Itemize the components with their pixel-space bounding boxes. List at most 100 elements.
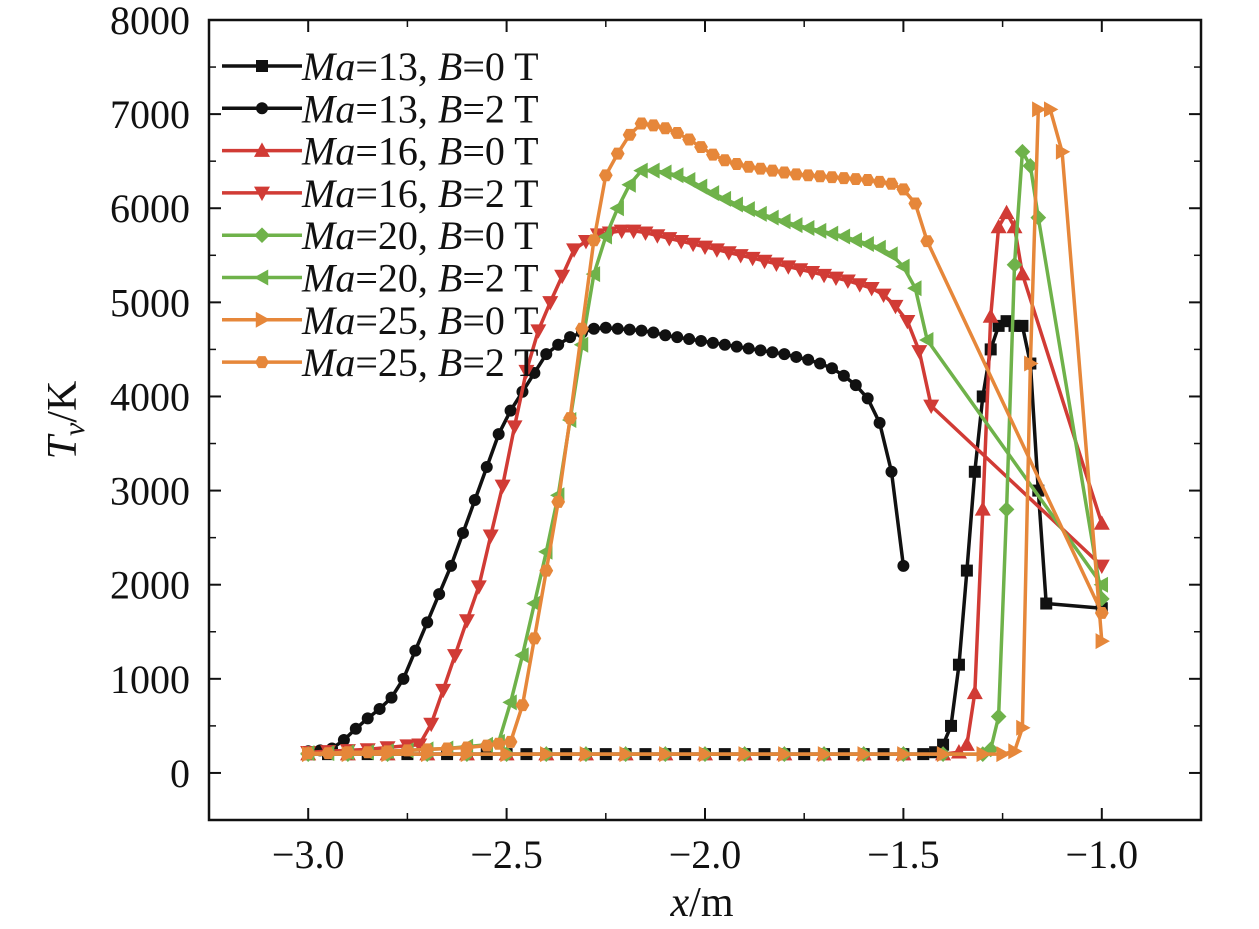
data-point <box>897 559 910 572</box>
data-point <box>837 369 850 382</box>
data-point <box>851 278 868 293</box>
data-point <box>811 222 827 239</box>
data-point <box>936 746 952 763</box>
y-tick-label: 8000 <box>110 0 190 43</box>
data-point <box>1006 218 1023 234</box>
data-point <box>634 117 649 130</box>
legend-swatch-marker <box>256 102 268 115</box>
data-point <box>585 266 601 283</box>
data-point <box>440 742 454 755</box>
data-point <box>741 160 756 173</box>
data-point <box>872 175 887 188</box>
data-point <box>460 741 474 754</box>
data-point <box>873 416 886 429</box>
legend-entry: Ma=13, B=2 T <box>222 86 539 131</box>
data-point <box>373 702 386 715</box>
data-point <box>982 308 999 323</box>
legend-label: Ma=20, B=2 T <box>301 256 539 301</box>
y-tick-label: 5000 <box>110 280 190 325</box>
data-point <box>613 224 630 240</box>
data-point <box>885 465 898 478</box>
data-point <box>974 501 991 516</box>
data-point <box>659 329 672 342</box>
data-point <box>766 346 779 359</box>
data-point <box>825 362 838 375</box>
data-point <box>433 588 446 601</box>
x-axis-label: x/m <box>670 880 734 926</box>
data-point <box>482 529 499 544</box>
data-point <box>551 495 566 508</box>
data-point <box>625 224 642 240</box>
legend-label: Ma=13, B=0 T <box>301 44 539 89</box>
series-8 <box>301 117 1109 760</box>
data-point <box>301 747 316 760</box>
data-point <box>480 461 493 474</box>
data-point <box>958 736 975 751</box>
legend-entry: Ma=16, B=2 T <box>222 171 539 216</box>
data-point <box>682 133 697 146</box>
data-point <box>754 344 767 357</box>
data-point <box>871 239 886 256</box>
legend-entry: Ma=25, B=2 T <box>222 340 539 385</box>
data-point <box>599 321 612 334</box>
legend-swatch-marker <box>253 269 269 286</box>
data-point <box>884 177 899 190</box>
y-tick-label: 4000 <box>110 374 190 419</box>
legend-swatch-marker <box>254 227 270 244</box>
data-point <box>1032 101 1047 118</box>
data-point <box>421 616 434 629</box>
data-point <box>515 699 530 712</box>
data-point <box>966 684 983 700</box>
data-point <box>670 126 685 139</box>
data-point <box>447 649 464 664</box>
data-point <box>778 348 791 361</box>
legend-entry: Ma=13, B=0 T <box>222 44 539 89</box>
legend-entry: Ma=20, B=0 T <box>222 213 539 258</box>
data-point <box>657 164 672 181</box>
data-point <box>813 170 827 183</box>
data-point <box>814 357 827 370</box>
data-point <box>695 334 708 347</box>
data-point <box>622 128 637 141</box>
legend-swatch-marker <box>255 356 269 369</box>
data-point <box>720 246 737 261</box>
series-2 <box>302 321 910 758</box>
data-point <box>801 169 816 182</box>
data-point <box>1016 319 1029 332</box>
data-point <box>706 148 720 161</box>
data-point <box>730 340 743 353</box>
legend-entry: Ma=16, B=0 T <box>222 129 539 174</box>
x-tick-label: −3.0 <box>272 832 345 877</box>
legend: Ma=13, B=0 TMa=13, B=2 TMa=16, B=0 TMa=1… <box>222 44 539 385</box>
data-point <box>637 226 654 241</box>
data-point <box>895 258 910 275</box>
data-point <box>728 196 743 213</box>
data-point <box>896 183 911 196</box>
data-point <box>400 744 415 757</box>
data-point <box>685 237 702 253</box>
data-point <box>776 213 791 230</box>
data-point <box>817 746 833 763</box>
data-point <box>527 632 542 645</box>
data-point <box>945 719 958 732</box>
data-point <box>861 392 874 405</box>
series-layer <box>300 101 1110 763</box>
data-point <box>908 197 923 210</box>
data-point <box>397 672 410 685</box>
data-point <box>998 204 1015 220</box>
legend-label: Ma=16, B=0 T <box>301 129 539 174</box>
legend-label: Ma=16, B=2 T <box>301 171 539 216</box>
data-point <box>575 322 589 335</box>
data-point <box>899 314 916 330</box>
data-point <box>835 228 851 245</box>
data-point <box>456 526 469 539</box>
data-point <box>539 564 554 577</box>
data-point <box>586 234 601 247</box>
data-point <box>1093 559 1110 575</box>
data-point <box>704 185 720 202</box>
data-point <box>799 220 815 236</box>
data-point <box>1093 515 1110 530</box>
data-point <box>911 345 928 360</box>
data-point <box>740 201 755 218</box>
data-point <box>420 743 435 756</box>
